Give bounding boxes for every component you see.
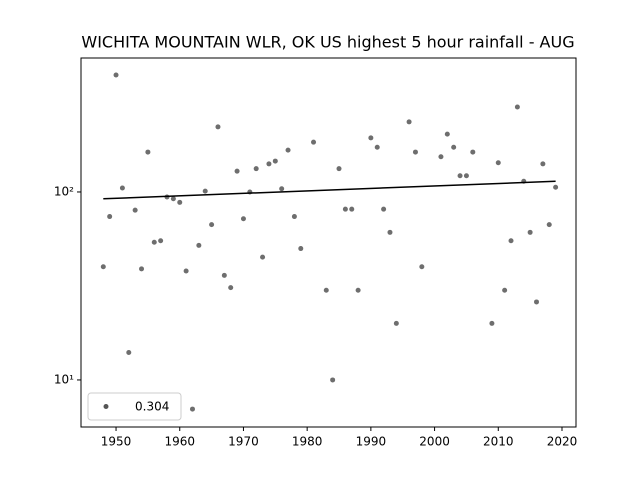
x-tick-label: 1960: [164, 435, 195, 449]
point: [495, 160, 501, 166]
trend-line: [103, 180, 556, 200]
point: [113, 72, 119, 78]
point: [151, 239, 157, 245]
point: [189, 406, 195, 412]
point: [323, 287, 329, 293]
point: [514, 104, 520, 110]
legend-box: [87, 392, 182, 421]
point: [291, 214, 297, 220]
y-tick-label: 10¹: [54, 372, 74, 386]
point: [553, 184, 559, 190]
point: [260, 254, 266, 260]
point: [298, 246, 304, 252]
point: [228, 285, 234, 291]
point: [100, 264, 106, 270]
point: [444, 131, 450, 137]
point: [368, 135, 374, 141]
point: [107, 214, 113, 220]
point: [534, 299, 540, 305]
point: [349, 206, 355, 212]
point: [527, 229, 533, 235]
plot-area: [80, 57, 577, 428]
point: [279, 186, 285, 192]
point: [272, 158, 278, 164]
point: [215, 124, 221, 130]
point: [387, 229, 393, 235]
point: [253, 166, 259, 172]
point: [457, 173, 463, 179]
point: [202, 188, 208, 194]
point: [221, 272, 227, 278]
x-tick-label: 2020: [547, 435, 578, 449]
point: [342, 206, 348, 212]
point: [393, 320, 399, 326]
point: [234, 168, 240, 174]
point: [470, 149, 476, 155]
point: [406, 119, 412, 125]
y-tick-label: 10²: [54, 184, 74, 198]
point: [419, 264, 425, 270]
point: [132, 207, 138, 213]
x-tick-label: 1980: [292, 435, 323, 449]
point: [374, 144, 380, 150]
chart-title: WICHITA MOUNTAIN WLR, OK US highest 5 ho…: [81, 33, 574, 52]
point: [489, 320, 495, 326]
point: [438, 154, 444, 160]
x-tick-label: 2010: [483, 435, 514, 449]
point: [209, 222, 215, 228]
point: [311, 139, 317, 145]
point: [502, 287, 508, 293]
legend-marker: [103, 404, 109, 409]
point: [381, 206, 387, 212]
x-tick-label: 1990: [356, 435, 387, 449]
point: [119, 185, 125, 191]
point: [139, 266, 145, 272]
point: [355, 287, 361, 293]
x-tick-label: 2000: [419, 435, 450, 449]
x-tick-label: 1950: [101, 435, 132, 449]
point: [451, 144, 457, 150]
point: [546, 222, 552, 228]
legend-label: 0.304: [135, 400, 169, 414]
point: [463, 173, 469, 179]
point: [183, 268, 189, 274]
point: [508, 238, 514, 244]
point: [412, 149, 418, 155]
x-tick-label: 1970: [228, 435, 259, 449]
point: [285, 147, 291, 153]
point: [240, 216, 246, 222]
point: [540, 161, 546, 167]
point: [170, 196, 176, 202]
point: [145, 149, 151, 155]
point: [158, 238, 164, 244]
point: [336, 166, 342, 172]
point: [196, 242, 202, 248]
point: [330, 377, 336, 383]
point: [266, 161, 272, 167]
point: [126, 349, 132, 355]
point: [177, 199, 183, 205]
